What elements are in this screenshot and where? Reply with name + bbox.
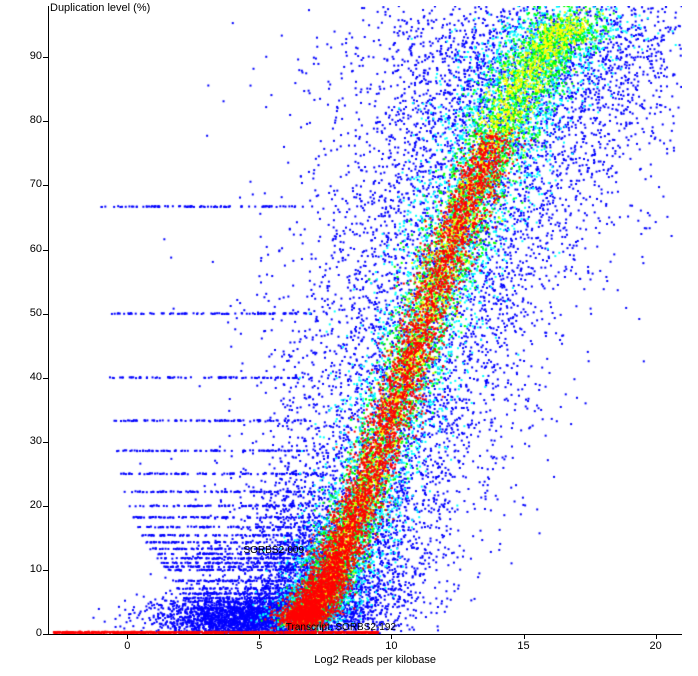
y-tick <box>43 250 48 251</box>
y-tick-label: 50 <box>18 307 42 319</box>
x-tick <box>524 634 525 639</box>
x-tick-label: 5 <box>249 640 269 652</box>
y-tick <box>43 442 48 443</box>
scatter-canvas <box>48 6 682 634</box>
y-tick-label: 70 <box>18 178 42 190</box>
x-tick-label: 0 <box>117 640 137 652</box>
y-tick <box>43 121 48 122</box>
x-tick-label: 15 <box>514 640 534 652</box>
y-tick <box>43 570 48 571</box>
y-tick <box>43 314 48 315</box>
y-axis-line <box>48 6 49 634</box>
x-tick-label: 20 <box>646 640 666 652</box>
y-tick <box>43 185 48 186</box>
x-tick <box>127 634 128 639</box>
y-tick <box>43 378 48 379</box>
y-tick-label: 20 <box>18 499 42 511</box>
y-tick-label: 90 <box>18 50 42 62</box>
y-tick-label: 60 <box>18 243 42 255</box>
x-axis-line <box>48 634 682 635</box>
y-tick <box>43 634 48 635</box>
y-tick-label: 80 <box>18 114 42 126</box>
x-tick-label: 10 <box>381 640 401 652</box>
y-axis-title: Duplication level (%) <box>50 2 150 14</box>
x-axis-title: Log2 Reads per kilobase <box>314 654 436 666</box>
y-tick <box>43 506 48 507</box>
y-tick-label: 30 <box>18 435 42 447</box>
x-tick <box>391 634 392 639</box>
x-tick <box>656 634 657 639</box>
plot-area <box>48 6 682 634</box>
density-scatter-chart: Duplication level (%) Log2 Reads per kil… <box>0 0 698 676</box>
y-tick-label: 40 <box>18 371 42 383</box>
x-tick <box>259 634 260 639</box>
y-tick-label: 10 <box>18 563 42 575</box>
y-tick <box>43 57 48 58</box>
y-tick-label: 0 <box>18 627 42 639</box>
